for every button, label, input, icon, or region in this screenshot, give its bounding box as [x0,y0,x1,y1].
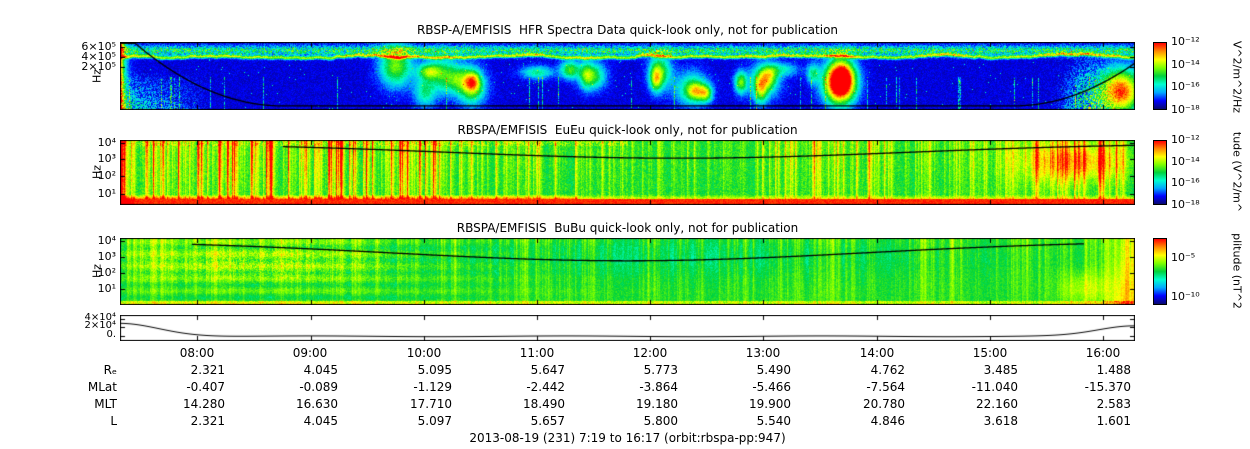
ephemeris-value: 4.762 [870,363,905,377]
ephemeris-value: 2.583 [1096,397,1131,411]
ephemeris-value: 5.490 [756,363,791,377]
panel-eueu-title: RBSPA/EMFISIS EuEu quick-look only, not … [457,123,798,137]
eueu-y-tick: 10⁴ [97,136,116,149]
ephemeris-row-r: Rₑ 2.321 4.045 5.095 5.647 5.773 5.490 4… [0,363,1250,379]
ephemeris-value: -0.407 [186,380,225,394]
ephemeris-value: 4.846 [870,414,905,428]
aux-y-tick: 2×10⁴ [84,320,116,331]
ephemeris-value: 20.780 [863,397,905,411]
x-tick-label: 08:00 [179,346,215,360]
ephemeris-row-mlt: MLT 14.280 16.630 17.710 18.490 19.180 1… [0,397,1250,413]
ephemeris-value: 5.095 [417,363,452,377]
ephemeris-value: 5.657 [530,414,565,428]
bubu-y-tick: 10³ [97,250,116,263]
ephemeris-value: 2.321 [190,363,225,377]
ephemeris-value: 19.180 [636,397,678,411]
x-tick-label: 11:00 [519,346,555,360]
hfr-colorbar-tick: 10⁻¹² [1171,35,1200,48]
ephemeris-value: 5.097 [417,414,452,428]
ephemeris-row-l: L 2.321 4.045 5.097 5.657 5.800 5.540 4.… [0,414,1250,430]
panel-hfr-title: RBSP-A/EMFISIS HFR Spectra Data quick-lo… [416,23,839,37]
bubu-spectrogram-canvas [120,238,1135,305]
ephemeris-value: -11.040 [971,380,1018,394]
eueu-colorbar-tick: 10⁻¹² [1171,133,1200,146]
ephemeris-value: -5.466 [752,380,791,394]
x-tick-label: 12:00 [632,346,668,360]
eueu-colorbar-tick: 10⁻¹⁸ [1171,198,1200,211]
x-tick-label: 09:00 [292,346,328,360]
eueu-spectrogram-canvas [120,140,1135,205]
ephemeris-value: 5.647 [530,363,565,377]
x-tick-label: 14:00 [859,346,895,360]
bubu-colorbar-label: plitude (nT^2 [1230,233,1244,309]
x-tick-label: 13:00 [745,346,781,360]
ephemeris-value: 2.321 [190,414,225,428]
ephemeris-value: 4.045 [303,363,338,377]
bubu-colorbar-tick: 10⁻¹⁰ [1171,290,1200,303]
ephemeris-value: 19.900 [749,397,791,411]
hfr-y-tick: 4×10⁵ [81,50,116,63]
ephemeris-value: 16.630 [296,397,338,411]
hfr-colorbar-tick: 10⁻¹⁸ [1171,103,1200,116]
hfr-colorbar-tick: 10⁻¹⁴ [1171,58,1200,71]
ephemeris-value: -0.089 [299,380,338,394]
ephemeris-value: 5.773 [643,363,678,377]
ephemeris-row-mlat: MLat -0.407 -0.089 -1.129 -2.442 -3.864 … [0,380,1250,396]
ephemeris-value: 1.488 [1096,363,1131,377]
ephemeris-row-label: MLat [87,380,117,394]
hfr-spectrogram-canvas [120,42,1135,110]
ephemeris-value: 4.045 [303,414,338,428]
ephemeris-row-label: Rₑ [103,363,117,377]
aux-y-tick: 4×10⁴ [84,312,116,323]
bubu-y-tick: 10¹ [97,282,116,295]
eueu-y-tick: 10² [97,169,116,182]
ephemeris-value: 1.601 [1096,414,1131,428]
hfr-colorbar-tick: 10⁻¹⁶ [1171,80,1200,93]
ephemeris-row-label: MLT [94,397,117,411]
ephemeris-value: 22.160 [976,397,1018,411]
bubu-y-tick: 10⁴ [97,234,116,247]
aux-line-panel-canvas [120,315,1135,341]
ephemeris-value: -1.129 [413,380,452,394]
x-tick-label: 10:00 [406,346,442,360]
hfr-y-tick: 6×10⁵ [81,40,116,53]
ephemeris-value: -2.442 [526,380,565,394]
x-tick-label: 15:00 [972,346,1008,360]
ephemeris-value: 3.485 [983,363,1018,377]
eueu-colorbar-tick: 10⁻¹⁴ [1171,155,1200,168]
figure-caption: 2013-08-19 (231) 7:19 to 16:17 (orbit:rb… [469,431,786,445]
ephemeris-value: -15.370 [1084,380,1131,394]
ephemeris-value: 18.490 [523,397,565,411]
ephemeris-row-label: L [110,414,117,428]
bubu-colorbar [1153,238,1167,305]
eueu-y-tick: 10¹ [97,187,116,200]
ephemeris-value: 3.618 [983,414,1018,428]
aux-y-tick: 0. [106,329,116,340]
eueu-y-tick: 10³ [97,152,116,165]
x-tick-label: 16:00 [1085,346,1121,360]
eueu-colorbar-tick: 10⁻¹⁶ [1171,176,1200,189]
ephemeris-value: -3.864 [639,380,678,394]
eueu-colorbar-label: tude (V^2/m^ [1230,131,1244,213]
ephemeris-value: 14.280 [183,397,225,411]
hfr-colorbar-label: V^2/m^2/Hz [1230,40,1244,114]
ephemeris-value: 5.540 [756,414,791,428]
panel-bubu-title: RBSPA/EMFISIS BuBu quick-look only, not … [456,221,799,235]
ephemeris-value: 5.800 [643,414,678,428]
bubu-colorbar-tick: 10⁻⁵ [1171,251,1196,264]
bubu-y-tick: 10² [97,266,116,279]
hfr-y-tick: 2×10⁵ [81,60,116,73]
ephemeris-value: 17.710 [410,397,452,411]
hfr-colorbar [1153,42,1167,110]
ephemeris-value: -7.564 [866,380,905,394]
eueu-colorbar [1153,140,1167,205]
